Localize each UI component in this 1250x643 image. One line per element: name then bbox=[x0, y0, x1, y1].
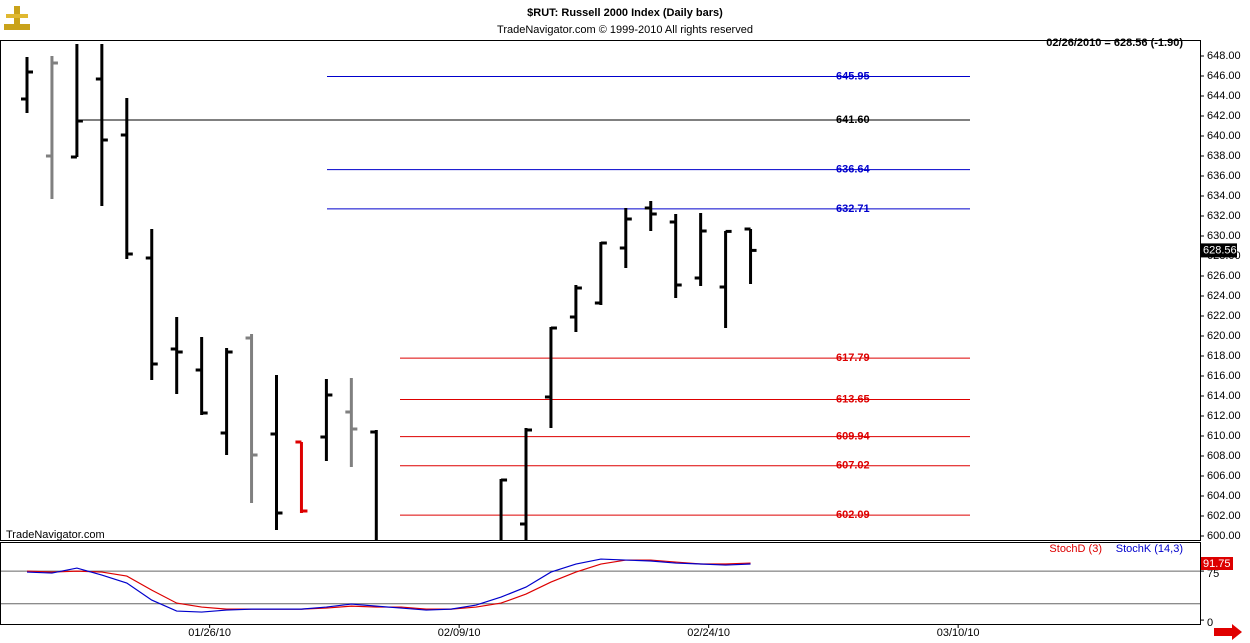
level-label: 645.95 bbox=[836, 70, 870, 82]
legend-label: StochK (14,3) bbox=[1116, 543, 1183, 555]
watermark: TradeNavigator.com bbox=[6, 529, 105, 541]
indicator-line bbox=[26, 558, 751, 613]
y-tick-label: 606.00 bbox=[1207, 470, 1241, 482]
legend-label: StochD (3) bbox=[1049, 543, 1102, 555]
indicator-y-tick-label: 75 bbox=[1207, 568, 1219, 580]
level-label: 602.09 bbox=[836, 509, 870, 521]
y-tick-label: 612.00 bbox=[1207, 410, 1241, 422]
y-tick-label: 644.00 bbox=[1207, 90, 1241, 102]
y-tick-label: 608.00 bbox=[1207, 450, 1241, 462]
indicator-panel bbox=[0, 542, 1201, 625]
y-tick-label: 630.00 bbox=[1207, 230, 1241, 242]
y-tick-label: 604.00 bbox=[1207, 490, 1241, 502]
y-tick-label: 602.00 bbox=[1207, 510, 1241, 522]
y-tick-label: 642.00 bbox=[1207, 110, 1241, 122]
scroll-arrow[interactable] bbox=[1214, 624, 1242, 640]
indicator-last-box bbox=[1201, 557, 1233, 570]
y-tick-label: 622.00 bbox=[1207, 310, 1241, 322]
last-price-label: 628.56 bbox=[1203, 244, 1237, 256]
header-quote: 02/26/2010 = 628.56 (-1.90) bbox=[1046, 37, 1183, 49]
level-label: 617.79 bbox=[836, 352, 870, 364]
level-label: 607.02 bbox=[836, 460, 870, 472]
level-label: 609.94 bbox=[836, 431, 871, 443]
y-tick-label: 632.00 bbox=[1207, 210, 1241, 222]
level-label: 632.71 bbox=[836, 203, 870, 215]
y-tick-label: 620.00 bbox=[1207, 330, 1241, 342]
y-tick-label: 610.00 bbox=[1207, 430, 1241, 442]
level-label: 636.64 bbox=[836, 164, 871, 176]
level-label: 641.60 bbox=[836, 114, 870, 126]
y-tick-label: 624.00 bbox=[1207, 290, 1241, 302]
y-tick-label: 638.00 bbox=[1207, 150, 1241, 162]
price-panel bbox=[0, 40, 1201, 541]
y-tick-label: 616.00 bbox=[1207, 370, 1241, 382]
x-tick-label: 03/10/10 bbox=[937, 627, 980, 639]
price-plot bbox=[21, 44, 970, 540]
chart-title: $RUT: Russell 2000 Index (Daily bars) bbox=[527, 7, 723, 19]
y-tick-label: 634.00 bbox=[1207, 190, 1241, 202]
y-tick-label: 618.00 bbox=[1207, 350, 1241, 362]
indicator-y-tick-label: 0 bbox=[1207, 617, 1213, 629]
y-tick-label: 626.00 bbox=[1207, 270, 1241, 282]
y-tick-label: 640.00 bbox=[1207, 130, 1241, 142]
chart-subtitle: TradeNavigator.com © 1999-2010 All right… bbox=[497, 24, 753, 36]
x-tick-label: 01/26/10 bbox=[188, 627, 231, 639]
y-tick-label: 648.00 bbox=[1207, 50, 1241, 62]
logo bbox=[4, 6, 30, 30]
y-tick-label: 600.00 bbox=[1207, 530, 1241, 542]
x-tick-label: 02/09/10 bbox=[438, 627, 481, 639]
x-tick-label: 02/24/10 bbox=[687, 627, 730, 639]
y-tick-label: 646.00 bbox=[1207, 70, 1241, 82]
y-tick-label: 636.00 bbox=[1207, 170, 1241, 182]
level-label: 613.65 bbox=[836, 393, 870, 405]
last-price-box bbox=[1201, 243, 1237, 258]
indicator-last-label: 91.75 bbox=[1203, 558, 1231, 570]
y-tick-label: 614.00 bbox=[1207, 390, 1241, 402]
